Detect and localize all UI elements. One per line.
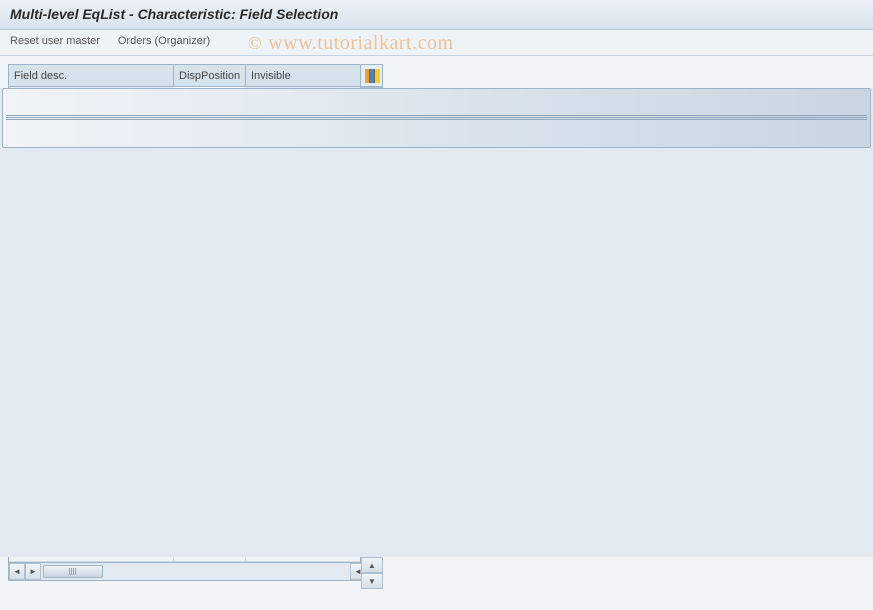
table-right-column: ▲ ▼ ▲ ▼ (360, 65, 382, 562)
scroll-right-small-button[interactable]: ► (25, 563, 41, 580)
col-header-invisible[interactable]: Invisible (246, 65, 360, 86)
horizontal-scrollbar: ◄ ► ◄ ► (8, 563, 383, 581)
col-header-disp-position[interactable]: DispPosition (174, 65, 246, 86)
toolbar: Reset user master Orders (Organizer) (0, 30, 873, 56)
page-title: Multi-level EqList - Characteristic: Fie… (10, 6, 338, 22)
vertical-scrollbar-thumb[interactable] (2, 88, 871, 148)
field-selection-table: Field desc. DispPosition Invisible Item … (8, 64, 383, 563)
orders-organizer-link[interactable]: Orders (Organizer) (118, 35, 210, 50)
scroll-up-end-button[interactable]: ▲ (361, 557, 383, 573)
vertical-scrollbar-track[interactable] (0, 88, 873, 557)
content-area: Field desc. DispPosition Invisible Item … (0, 56, 873, 589)
scroll-down-button[interactable]: ▼ (361, 573, 383, 589)
table-settings-button[interactable] (361, 65, 382, 87)
horizontal-scrollbar-thumb[interactable] (43, 565, 103, 578)
title-bar: Multi-level EqList - Characteristic: Fie… (0, 0, 873, 30)
scroll-left-button[interactable]: ◄ (9, 563, 25, 580)
reset-user-master-link[interactable]: Reset user master (10, 35, 100, 50)
horizontal-scrollbar-track[interactable] (41, 563, 270, 580)
col-header-field-desc[interactable]: Field desc. (9, 65, 174, 86)
scrollbar-spacer (270, 563, 350, 580)
table-settings-icon (365, 69, 379, 83)
table-header-row: Field desc. DispPosition Invisible (9, 65, 360, 87)
